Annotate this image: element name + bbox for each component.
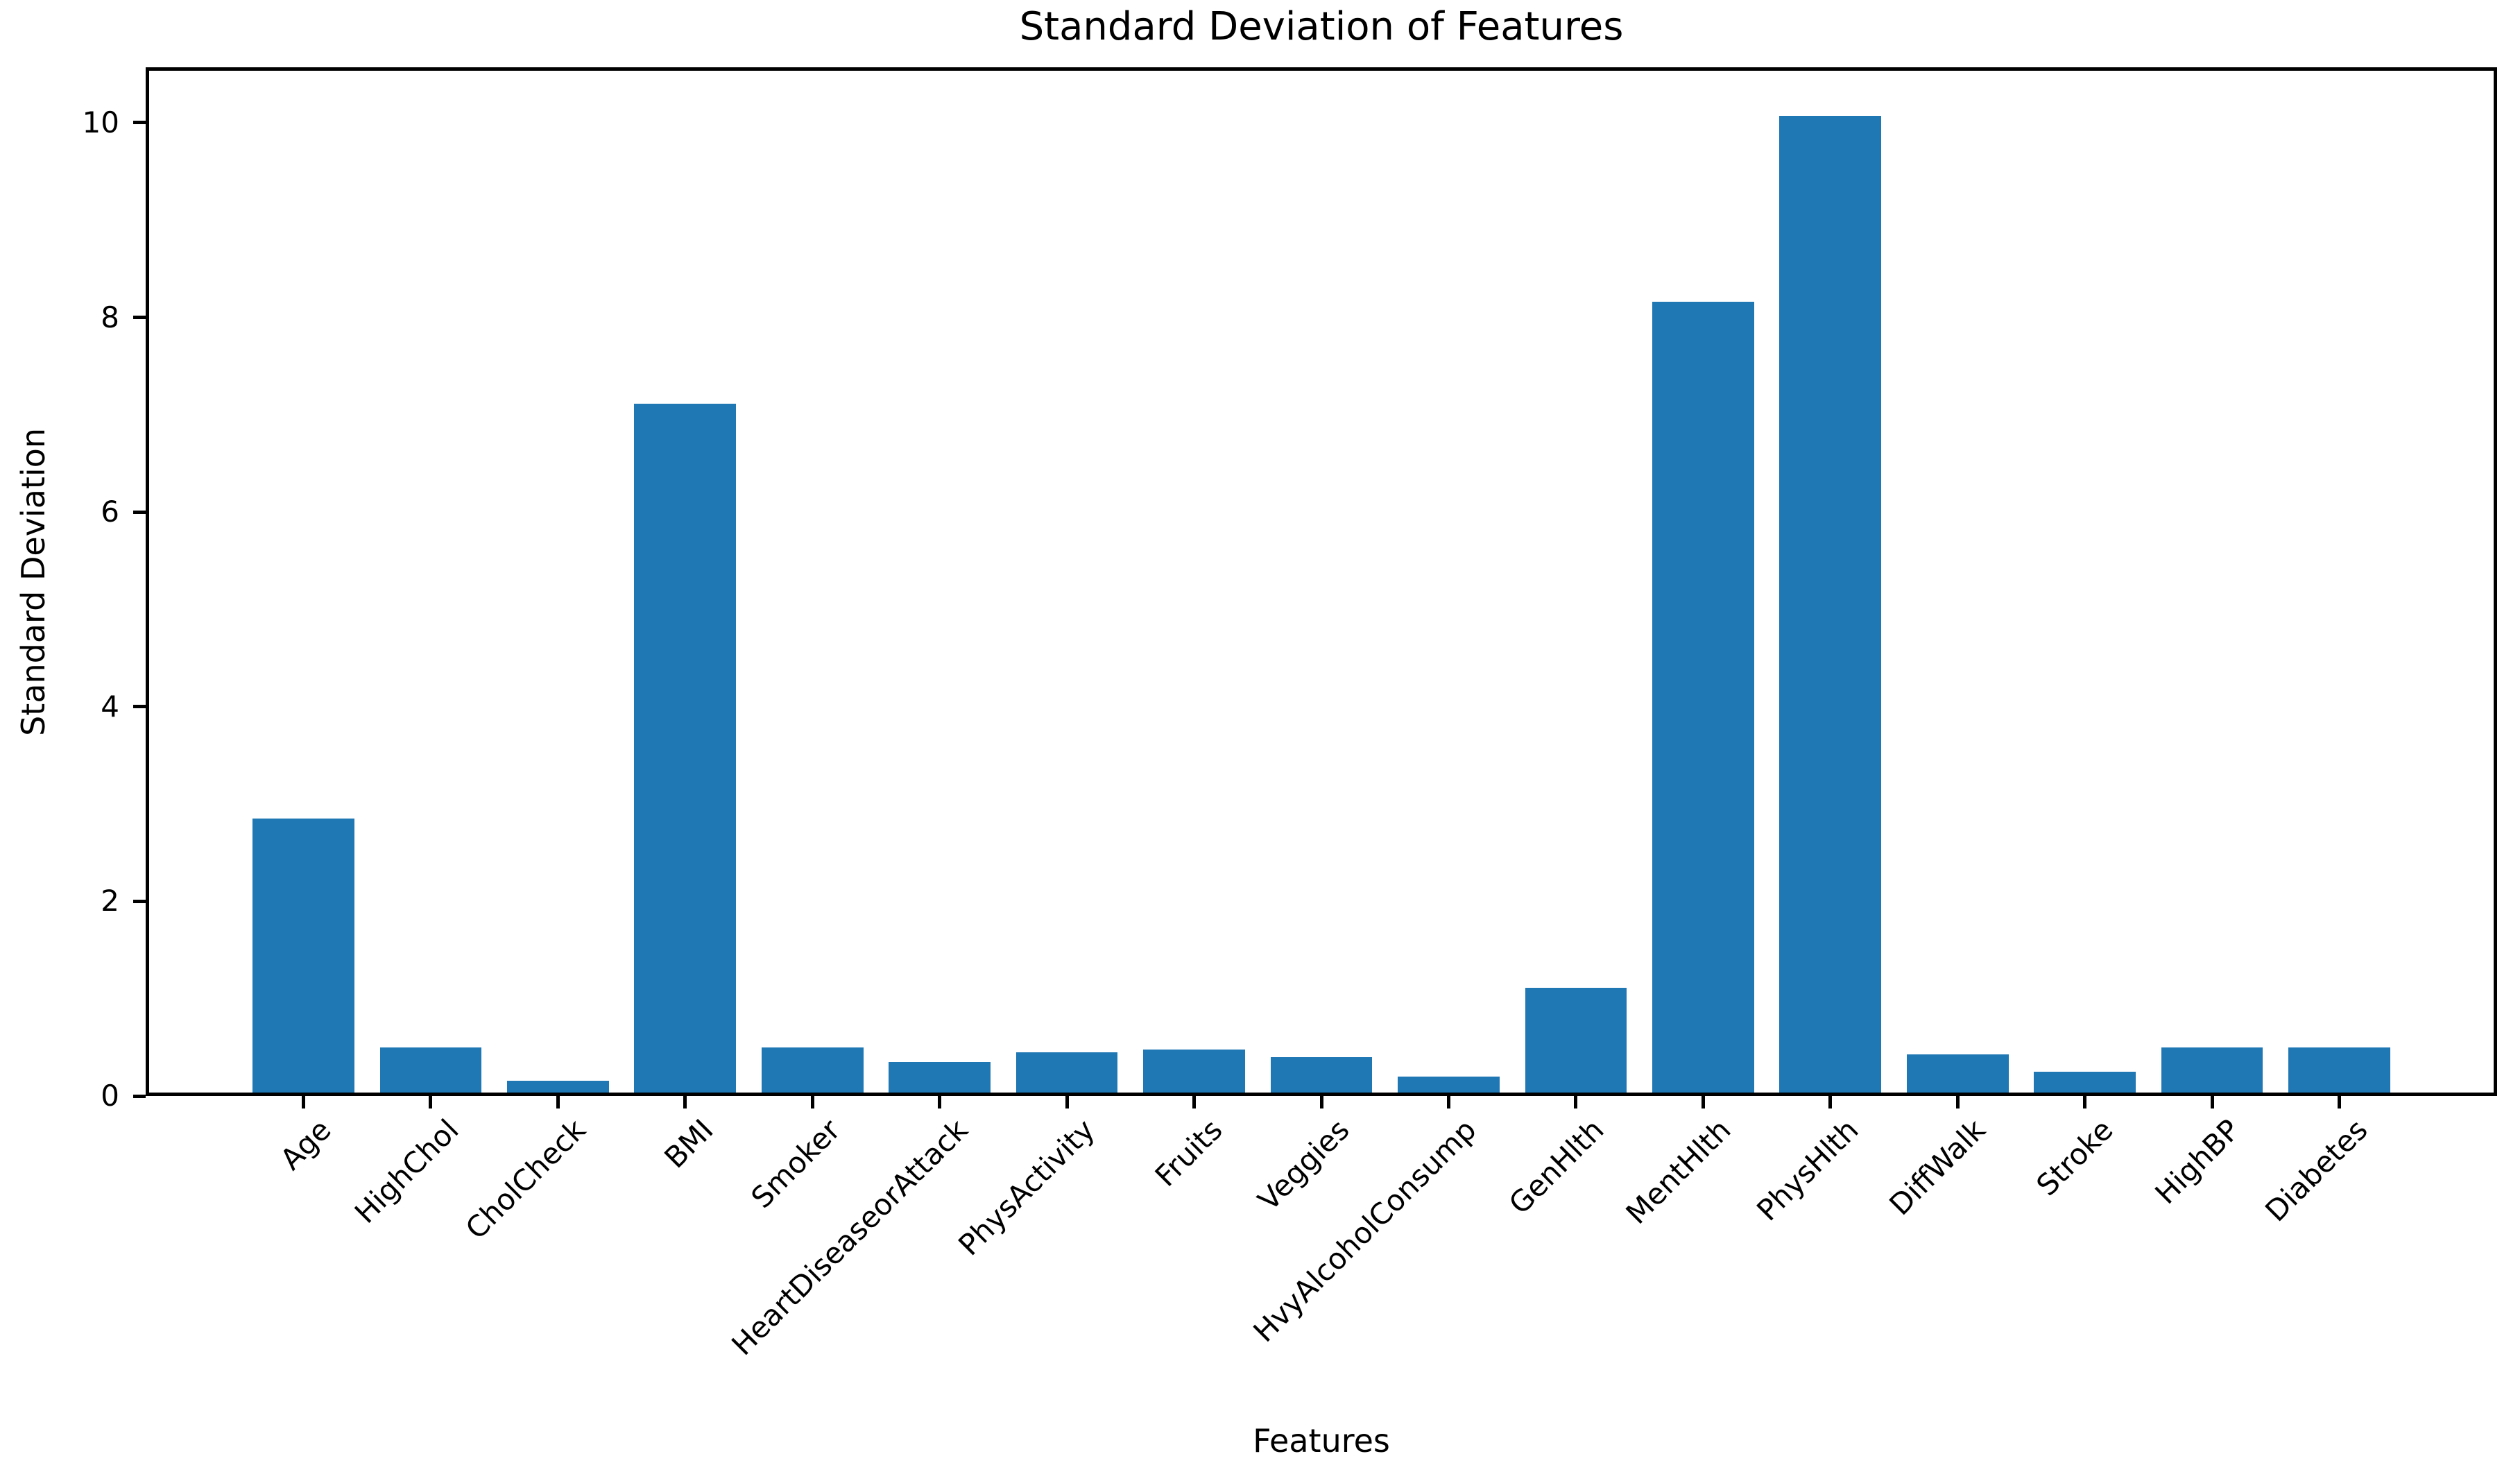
y-tick-label: 4 [101, 689, 119, 724]
x-tick-mark [429, 1096, 433, 1108]
bar-HeartDiseaseorAttack [889, 1061, 991, 1096]
x-tick-mark [2083, 1096, 2087, 1108]
y-tick-label: 6 [101, 495, 119, 529]
y-tick-label: 8 [101, 300, 119, 334]
y-tick-label: 10 [82, 105, 119, 139]
x-tick-mark [683, 1096, 687, 1108]
x-axis-label: Features [1253, 1422, 1390, 1459]
bar-CholCheck [506, 1080, 609, 1096]
bar-Stroke [2034, 1071, 2136, 1096]
chart-title: Standard Deviation of Features [1019, 4, 1624, 49]
bar-PhysActivity [1015, 1052, 1118, 1096]
x-tick-mark [1446, 1096, 1450, 1108]
bar-Veggies [1270, 1056, 1373, 1096]
x-tick-mark [1065, 1096, 1069, 1108]
axes-frame [146, 67, 2497, 1096]
y-tick-mark [133, 121, 146, 125]
y-tick-label: 2 [101, 884, 119, 918]
bar-HvyAlcoholConsump [1398, 1076, 1500, 1096]
x-tick-mark [2210, 1096, 2214, 1108]
bar-GenHlth [1525, 988, 1627, 1096]
x-tick-mark [301, 1096, 305, 1108]
y-tick-label: 0 [101, 1079, 119, 1113]
bar-BMI [634, 404, 737, 1096]
x-tick-mark [1828, 1096, 1833, 1108]
x-tick-mark [1574, 1096, 1578, 1108]
bar-Age [252, 819, 354, 1096]
bar-Fruits [1143, 1049, 1245, 1096]
y-tick-mark [133, 510, 146, 514]
y-tick-mark [133, 705, 146, 709]
y-axis-label: Standard Deviation [12, 67, 54, 1096]
bar-Smoker [761, 1047, 864, 1096]
bar-HighBP [2161, 1047, 2263, 1096]
plot-area [146, 67, 2497, 1096]
x-tick-mark [1319, 1096, 1323, 1108]
bar-MentHlth [1652, 302, 1754, 1096]
x-tick-mark [1955, 1096, 1960, 1108]
bar-PhysHlth [1779, 116, 1882, 1096]
bar-Diabetes [2288, 1047, 2390, 1096]
y-tick-mark [133, 899, 146, 903]
x-tick-mark [1701, 1096, 1705, 1108]
x-tick-mark [556, 1096, 560, 1108]
x-tick-mark [938, 1096, 942, 1108]
y-tick-mark [133, 1094, 146, 1098]
bar-HighChol [379, 1047, 482, 1096]
y-tick-mark [133, 316, 146, 320]
x-tick-mark [810, 1096, 814, 1108]
bar-DiffWalk [1906, 1054, 2009, 1096]
x-tick-mark [2338, 1096, 2342, 1108]
x-tick-mark [1192, 1096, 1197, 1108]
